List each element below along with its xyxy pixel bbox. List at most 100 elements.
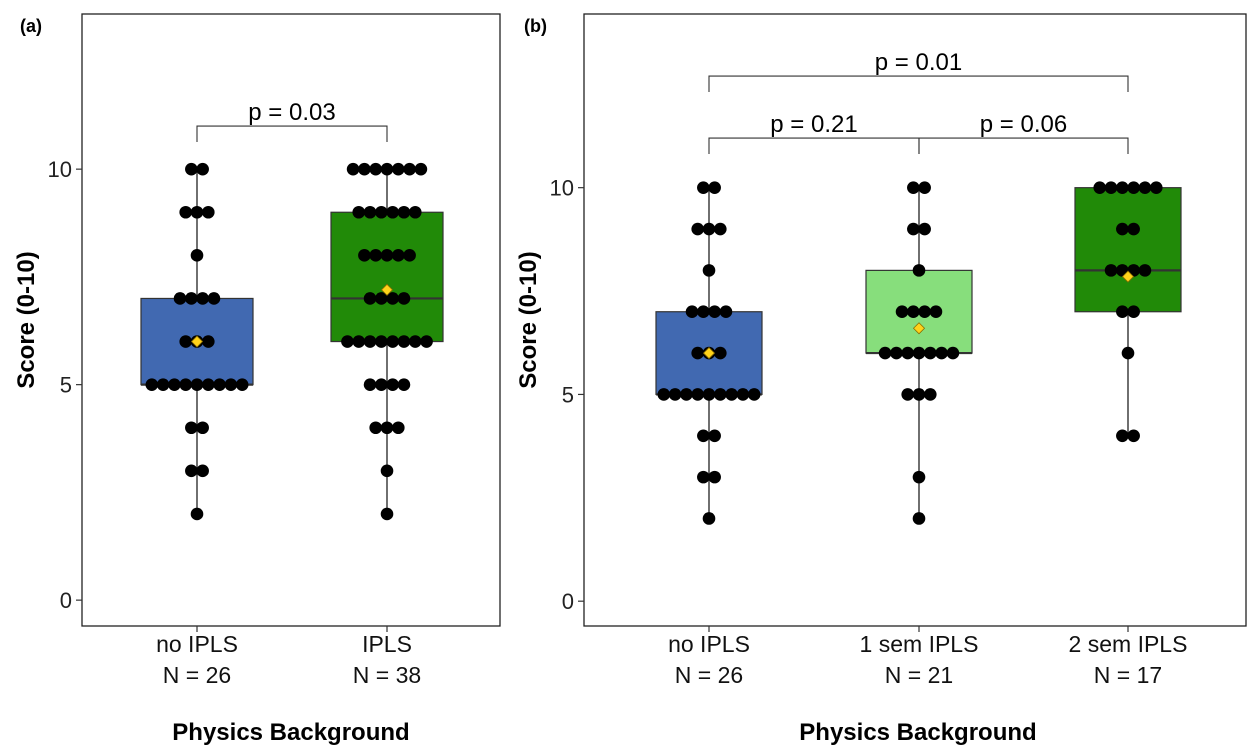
data-point xyxy=(185,292,198,305)
p-value-label: p = 0.03 xyxy=(248,99,335,126)
y-tick-label: 5 xyxy=(60,373,72,398)
y-tick-label: 10 xyxy=(48,157,72,182)
data-point xyxy=(1121,346,1135,360)
data-point xyxy=(369,162,383,176)
mean-marker xyxy=(1121,270,1135,283)
box xyxy=(1074,187,1182,313)
data-point xyxy=(912,264,926,277)
y-tick-label: 10 xyxy=(550,176,574,201)
data-point xyxy=(702,512,716,525)
data-point xyxy=(168,378,181,391)
data-point xyxy=(196,162,209,176)
y-tick-label: 0 xyxy=(60,588,72,613)
data-point xyxy=(352,205,366,219)
data-point xyxy=(912,388,926,401)
group-2-sem-ipls: 2 sem IPLS N = 17 xyxy=(1069,181,1187,688)
category-n-label: N = 21 xyxy=(885,662,953,688)
data-point xyxy=(380,507,394,521)
data-point xyxy=(380,162,394,176)
box xyxy=(330,211,444,343)
data-point xyxy=(912,470,926,484)
data-point xyxy=(380,464,394,478)
data-point xyxy=(408,205,422,219)
data-point xyxy=(185,162,198,176)
data-point xyxy=(691,346,704,360)
data-point xyxy=(1093,181,1107,194)
y-tick-label: 5 xyxy=(562,382,574,407)
data-point xyxy=(408,335,422,348)
panel-label: (b) xyxy=(524,16,547,36)
group-1-sem-ipls: 1 sem IPLS N = 21 xyxy=(860,181,978,688)
plot-frame xyxy=(583,13,1247,627)
data-point xyxy=(363,378,377,391)
category-n-label: N = 17 xyxy=(1094,662,1162,688)
data-point xyxy=(397,292,411,305)
data-point xyxy=(697,429,710,443)
data-point xyxy=(196,421,209,435)
comparison-bracket: p = 0.21 xyxy=(708,111,920,155)
data-point xyxy=(708,429,721,443)
data-point xyxy=(207,292,221,305)
data-point xyxy=(1127,429,1140,443)
data-point xyxy=(1138,264,1152,277)
group-no-ipls: no IPLS N = 26 xyxy=(140,162,254,688)
panel-label: (a) xyxy=(20,16,42,36)
data-point xyxy=(1138,181,1152,194)
data-point xyxy=(179,335,192,348)
data-point xyxy=(369,421,383,435)
data-point xyxy=(235,378,249,391)
data-point xyxy=(392,421,405,435)
data-point xyxy=(224,378,238,391)
data-point xyxy=(420,335,433,348)
data-point xyxy=(901,388,914,401)
data-point xyxy=(375,335,388,348)
comparison-bracket: p = 0.03 xyxy=(196,99,388,143)
data-point xyxy=(697,181,710,194)
panel-b: (b) 0 5 10 Score (0-10) Physics Background no … xyxy=(515,13,1247,746)
data-point xyxy=(179,205,192,219)
data-point xyxy=(697,305,710,319)
group-ipls: IPLS N = 38 xyxy=(330,162,444,688)
data-point xyxy=(190,249,204,262)
data-point xyxy=(685,305,699,319)
data-point xyxy=(375,292,388,305)
data-point xyxy=(1104,264,1118,277)
y-tick-label: 0 xyxy=(562,589,574,614)
category-n-label: N = 38 xyxy=(353,662,421,688)
data-point xyxy=(392,249,405,262)
data-point xyxy=(657,388,671,401)
panel-a: (a) 0 5 10 Score (0-10) Physics Background no … xyxy=(13,13,501,746)
data-point xyxy=(708,470,721,484)
data-point xyxy=(179,378,192,391)
data-point xyxy=(924,346,937,360)
data-point xyxy=(352,335,366,348)
data-point xyxy=(386,378,399,391)
data-point xyxy=(714,346,727,360)
data-point xyxy=(691,222,704,236)
data-point xyxy=(196,464,209,478)
data-point xyxy=(369,249,383,262)
x-axis-title: Physics Background xyxy=(172,719,409,746)
data-point xyxy=(363,335,377,348)
p-value-label: p = 0.01 xyxy=(875,49,962,76)
data-point xyxy=(346,162,360,176)
data-point xyxy=(912,512,926,525)
data-point xyxy=(1127,305,1140,319)
data-point xyxy=(901,346,914,360)
p-value-label: p = 0.21 xyxy=(770,111,857,138)
data-point xyxy=(185,464,198,478)
data-point xyxy=(397,205,411,219)
data-point xyxy=(1116,429,1129,443)
data-point xyxy=(403,162,416,176)
data-point xyxy=(363,205,377,219)
data-point xyxy=(375,205,388,219)
bracket-line xyxy=(918,137,1129,155)
data-point xyxy=(202,205,215,219)
data-point xyxy=(213,378,226,391)
comparison-bracket: p = 0.06 xyxy=(918,111,1129,155)
bracket-line xyxy=(708,137,920,155)
data-point xyxy=(190,378,204,391)
data-point xyxy=(736,388,750,401)
comparison-bracket: p = 0.01 xyxy=(708,49,1129,93)
